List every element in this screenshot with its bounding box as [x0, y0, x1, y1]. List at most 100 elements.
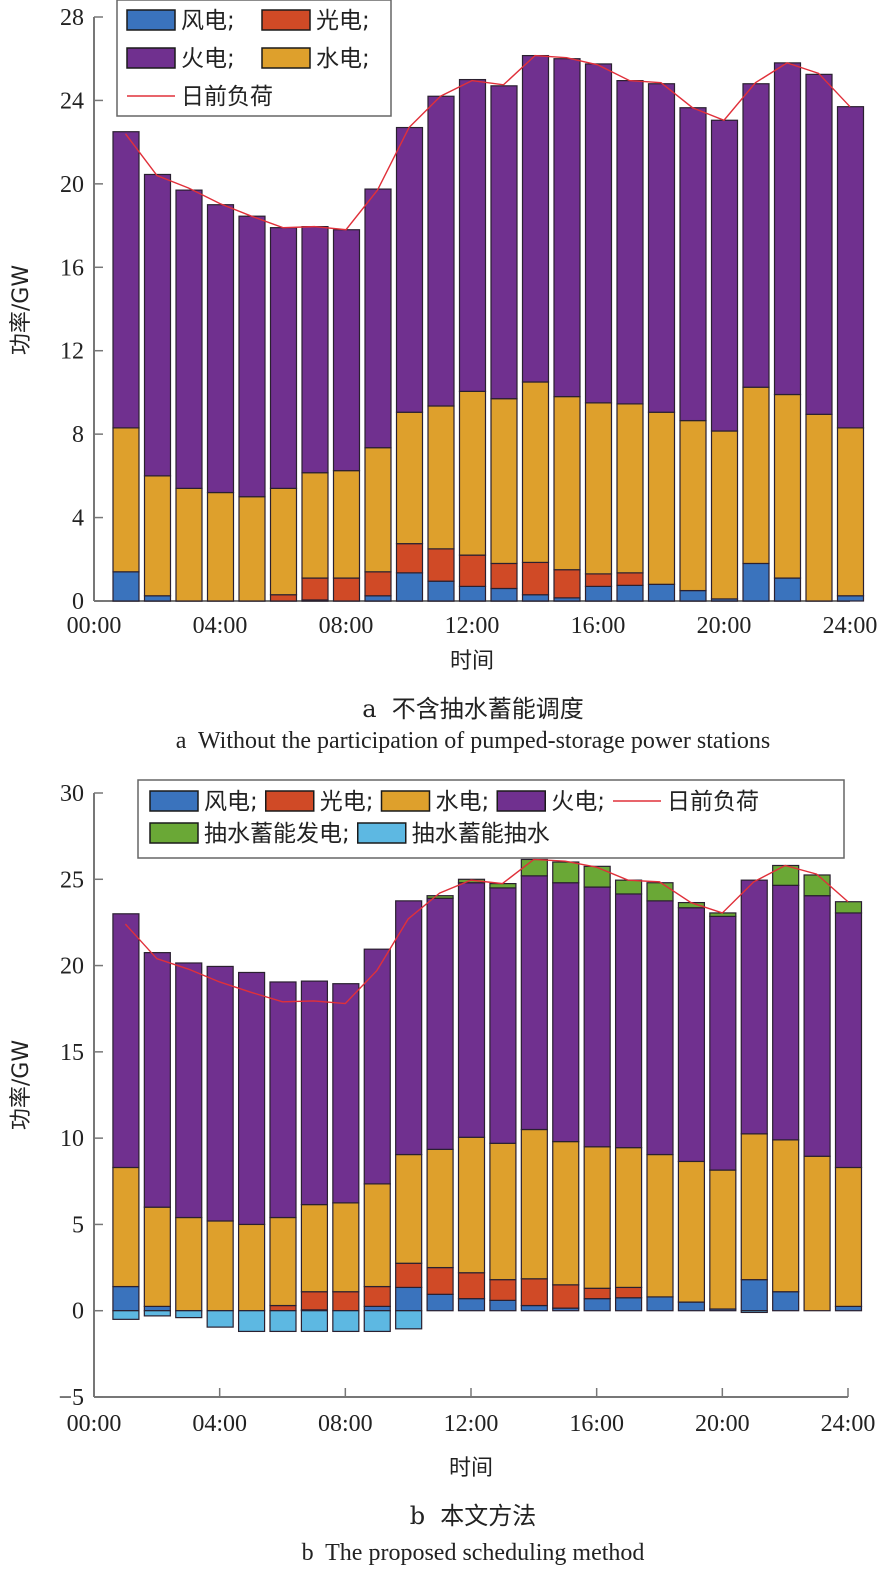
- bar-hydro: [489, 1142, 517, 1281]
- bar-thermal: [175, 189, 203, 489]
- y-tick-label: 10: [60, 1126, 84, 1152]
- bar-hydro: [584, 402, 613, 575]
- bar-wind: [363, 1305, 391, 1312]
- y-axis-label: 功率/GW: [9, 1040, 34, 1130]
- chart-b: −5 0 5 10 15 20 25 30 00:00 04:00 08:00 12:00 16:00 2…: [9, 779, 876, 1481]
- bar-thermal: [489, 887, 517, 1144]
- bar-pv: [458, 554, 487, 587]
- bar-hydro: [238, 496, 266, 602]
- bar-pv: [457, 1272, 486, 1300]
- bar-pv: [489, 1279, 517, 1301]
- bar-pv: [395, 1262, 423, 1289]
- bar-thermal: [237, 971, 266, 1226]
- bar-pv: [616, 572, 644, 586]
- legend-swatch-ps_gen: [149, 822, 199, 844]
- x-tick-label: 24:00: [823, 613, 878, 639]
- bar-hydro: [583, 1146, 611, 1289]
- bar-thermal: [553, 58, 581, 398]
- bars: [112, 858, 863, 1333]
- bar-hydro: [709, 1169, 737, 1310]
- bar-ps_gen: [709, 912, 737, 917]
- bar-hydro: [553, 396, 581, 571]
- x-tick-label: 04:00: [193, 613, 248, 639]
- bar-hydro: [269, 1216, 297, 1307]
- bar-wind: [521, 594, 550, 602]
- bar-wind: [616, 584, 644, 602]
- bar-hydro: [426, 1148, 454, 1269]
- bar-thermal: [805, 73, 833, 415]
- bar-hydro: [395, 1153, 423, 1264]
- bar-wind: [834, 1305, 863, 1312]
- bar-hydro: [301, 472, 329, 579]
- bar-hydro: [772, 1139, 800, 1293]
- bar-wind: [395, 1286, 423, 1312]
- bar-ps_gen: [834, 901, 863, 914]
- legend-label-pv: 光电;: [316, 8, 370, 34]
- bar-ps_pump: [740, 1310, 768, 1314]
- bar-thermal: [143, 952, 171, 1208]
- bar-wind: [836, 595, 865, 602]
- bar-thermal: [490, 85, 518, 400]
- bar-thermal: [332, 983, 360, 1204]
- bar-thermal: [521, 54, 550, 383]
- bar-ps_gen: [426, 895, 454, 899]
- bar-thermal: [427, 95, 455, 407]
- bar-pv: [427, 548, 455, 582]
- bar-ps_pump: [395, 1310, 423, 1330]
- bar-wind: [458, 585, 487, 602]
- bar-pv: [521, 561, 550, 596]
- bar-pv: [363, 1285, 391, 1308]
- bar-thermal: [395, 900, 423, 1156]
- x-tick-label: 12:00: [445, 613, 500, 639]
- x-tick-label: 04:00: [192, 1411, 247, 1437]
- bar-wind: [395, 572, 424, 602]
- bar-wind: [143, 595, 172, 602]
- bar-wind: [772, 1291, 800, 1312]
- bars: [112, 54, 865, 602]
- x-tick-label: 20:00: [697, 613, 752, 639]
- bar-hydro: [458, 390, 487, 556]
- x-tick-label: 12:00: [444, 1411, 499, 1437]
- bar-wind: [583, 1298, 611, 1312]
- y-tick-label: 20: [60, 954, 84, 980]
- bar-hydro: [332, 1202, 360, 1293]
- bar-hydro: [237, 1223, 266, 1312]
- bar-hydro: [552, 1140, 580, 1286]
- chart-a-caption-zh: a 不含抽水蓄能调度: [362, 695, 584, 723]
- bar-thermal: [300, 980, 329, 1206]
- bar-thermal: [426, 897, 454, 1150]
- bar-wind: [520, 1304, 548, 1312]
- bar-thermal: [238, 215, 266, 498]
- load-line: [124, 54, 851, 231]
- bar-thermal: [740, 879, 768, 1135]
- bar-thermal: [710, 119, 739, 432]
- legend-label-ps_pump: 抽水蓄能抽水: [412, 821, 550, 847]
- bar-thermal: [520, 875, 548, 1131]
- bar-wind: [773, 577, 802, 602]
- bar-wind: [143, 1305, 171, 1312]
- bar-hydro: [805, 413, 833, 602]
- x-tick-label: 24:00: [821, 1411, 876, 1437]
- bar-wind: [647, 583, 676, 602]
- legend-label-ps_gen: 抽水蓄能发电;: [204, 821, 350, 847]
- bar-hydro: [836, 427, 865, 597]
- legend-swatch-hydro: [380, 790, 431, 812]
- x-axis-label: 时间: [450, 649, 494, 674]
- x-tick-label: 16:00: [569, 1411, 624, 1437]
- y-tick-label: 12: [60, 339, 84, 365]
- bar-pv: [395, 543, 424, 574]
- bar-thermal: [773, 62, 802, 396]
- x-tick-label: 08:00: [318, 1411, 373, 1437]
- bar-wind: [646, 1296, 674, 1312]
- bar-thermal: [175, 962, 203, 1219]
- bar-thermal: [646, 900, 674, 1156]
- bar-wind: [489, 1299, 517, 1312]
- bar-hydro: [206, 1220, 234, 1312]
- bar-wind: [364, 595, 392, 602]
- bar-ps_gen: [489, 882, 517, 889]
- y-tick-label: 28: [60, 5, 84, 31]
- bar-hydro: [773, 393, 802, 579]
- bar-thermal: [679, 107, 707, 422]
- y-axis-label: 功率/GW: [9, 265, 34, 355]
